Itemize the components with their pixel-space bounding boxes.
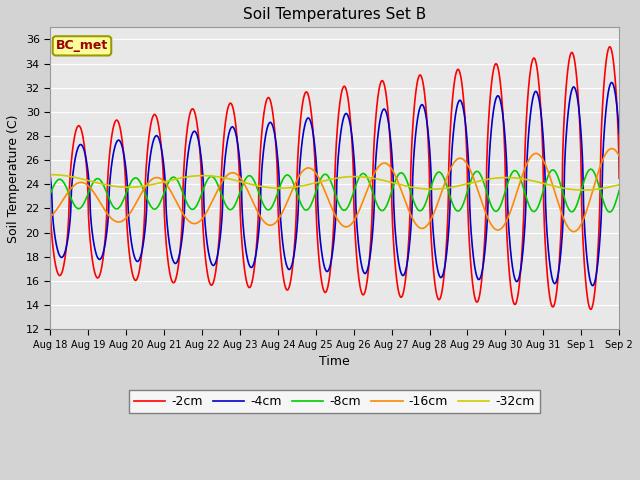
Text: BC_met: BC_met — [56, 39, 108, 52]
-2cm — [310, 136, 317, 142]
-32cm — [371, 176, 378, 181]
-4cm — [300, 130, 307, 136]
-4cm — [615, 131, 623, 136]
-8cm — [370, 193, 378, 199]
-32cm — [310, 180, 318, 186]
-16cm — [300, 168, 307, 173]
-2cm — [113, 118, 121, 123]
-4cm — [288, 263, 296, 269]
-2cm — [46, 200, 54, 205]
-8cm — [300, 205, 307, 211]
-8cm — [606, 209, 614, 215]
Title: Soil Temperatures Set B: Soil Temperatures Set B — [243, 7, 426, 22]
-2cm — [90, 267, 98, 273]
-4cm — [589, 283, 596, 288]
-16cm — [608, 145, 616, 151]
-16cm — [90, 190, 98, 196]
-8cm — [113, 206, 121, 212]
-16cm — [46, 214, 54, 220]
-32cm — [288, 185, 296, 191]
-32cm — [300, 183, 308, 189]
-4cm — [46, 173, 54, 179]
-32cm — [114, 184, 122, 190]
-2cm — [606, 44, 614, 50]
Legend: -2cm, -4cm, -8cm, -16cm, -32cm: -2cm, -4cm, -8cm, -16cm, -32cm — [129, 390, 540, 413]
-4cm — [370, 208, 378, 214]
Y-axis label: Soil Temperature (C): Soil Temperature (C) — [7, 114, 20, 242]
-16cm — [370, 171, 378, 177]
-8cm — [615, 188, 623, 193]
-16cm — [570, 229, 577, 235]
-2cm — [370, 143, 378, 148]
-2cm — [587, 306, 595, 312]
-32cm — [47, 172, 55, 178]
-4cm — [608, 80, 616, 85]
-8cm — [587, 166, 595, 172]
Line: -2cm: -2cm — [50, 47, 619, 309]
Line: -32cm: -32cm — [50, 175, 619, 190]
Line: -16cm: -16cm — [50, 148, 619, 232]
-32cm — [615, 182, 623, 188]
-16cm — [288, 189, 296, 194]
X-axis label: Time: Time — [319, 355, 350, 368]
-32cm — [46, 172, 54, 178]
-8cm — [46, 191, 54, 197]
-4cm — [310, 134, 317, 140]
-16cm — [615, 153, 623, 159]
Line: -4cm: -4cm — [50, 83, 619, 286]
-32cm — [580, 187, 588, 193]
-2cm — [288, 272, 296, 278]
-16cm — [113, 219, 121, 225]
-8cm — [310, 195, 317, 201]
-8cm — [288, 176, 296, 182]
-32cm — [91, 180, 99, 185]
-2cm — [300, 96, 307, 102]
-4cm — [90, 243, 98, 249]
-16cm — [310, 168, 317, 173]
Line: -8cm: -8cm — [50, 169, 619, 212]
-8cm — [90, 178, 98, 184]
-2cm — [615, 175, 623, 181]
-4cm — [113, 138, 121, 144]
